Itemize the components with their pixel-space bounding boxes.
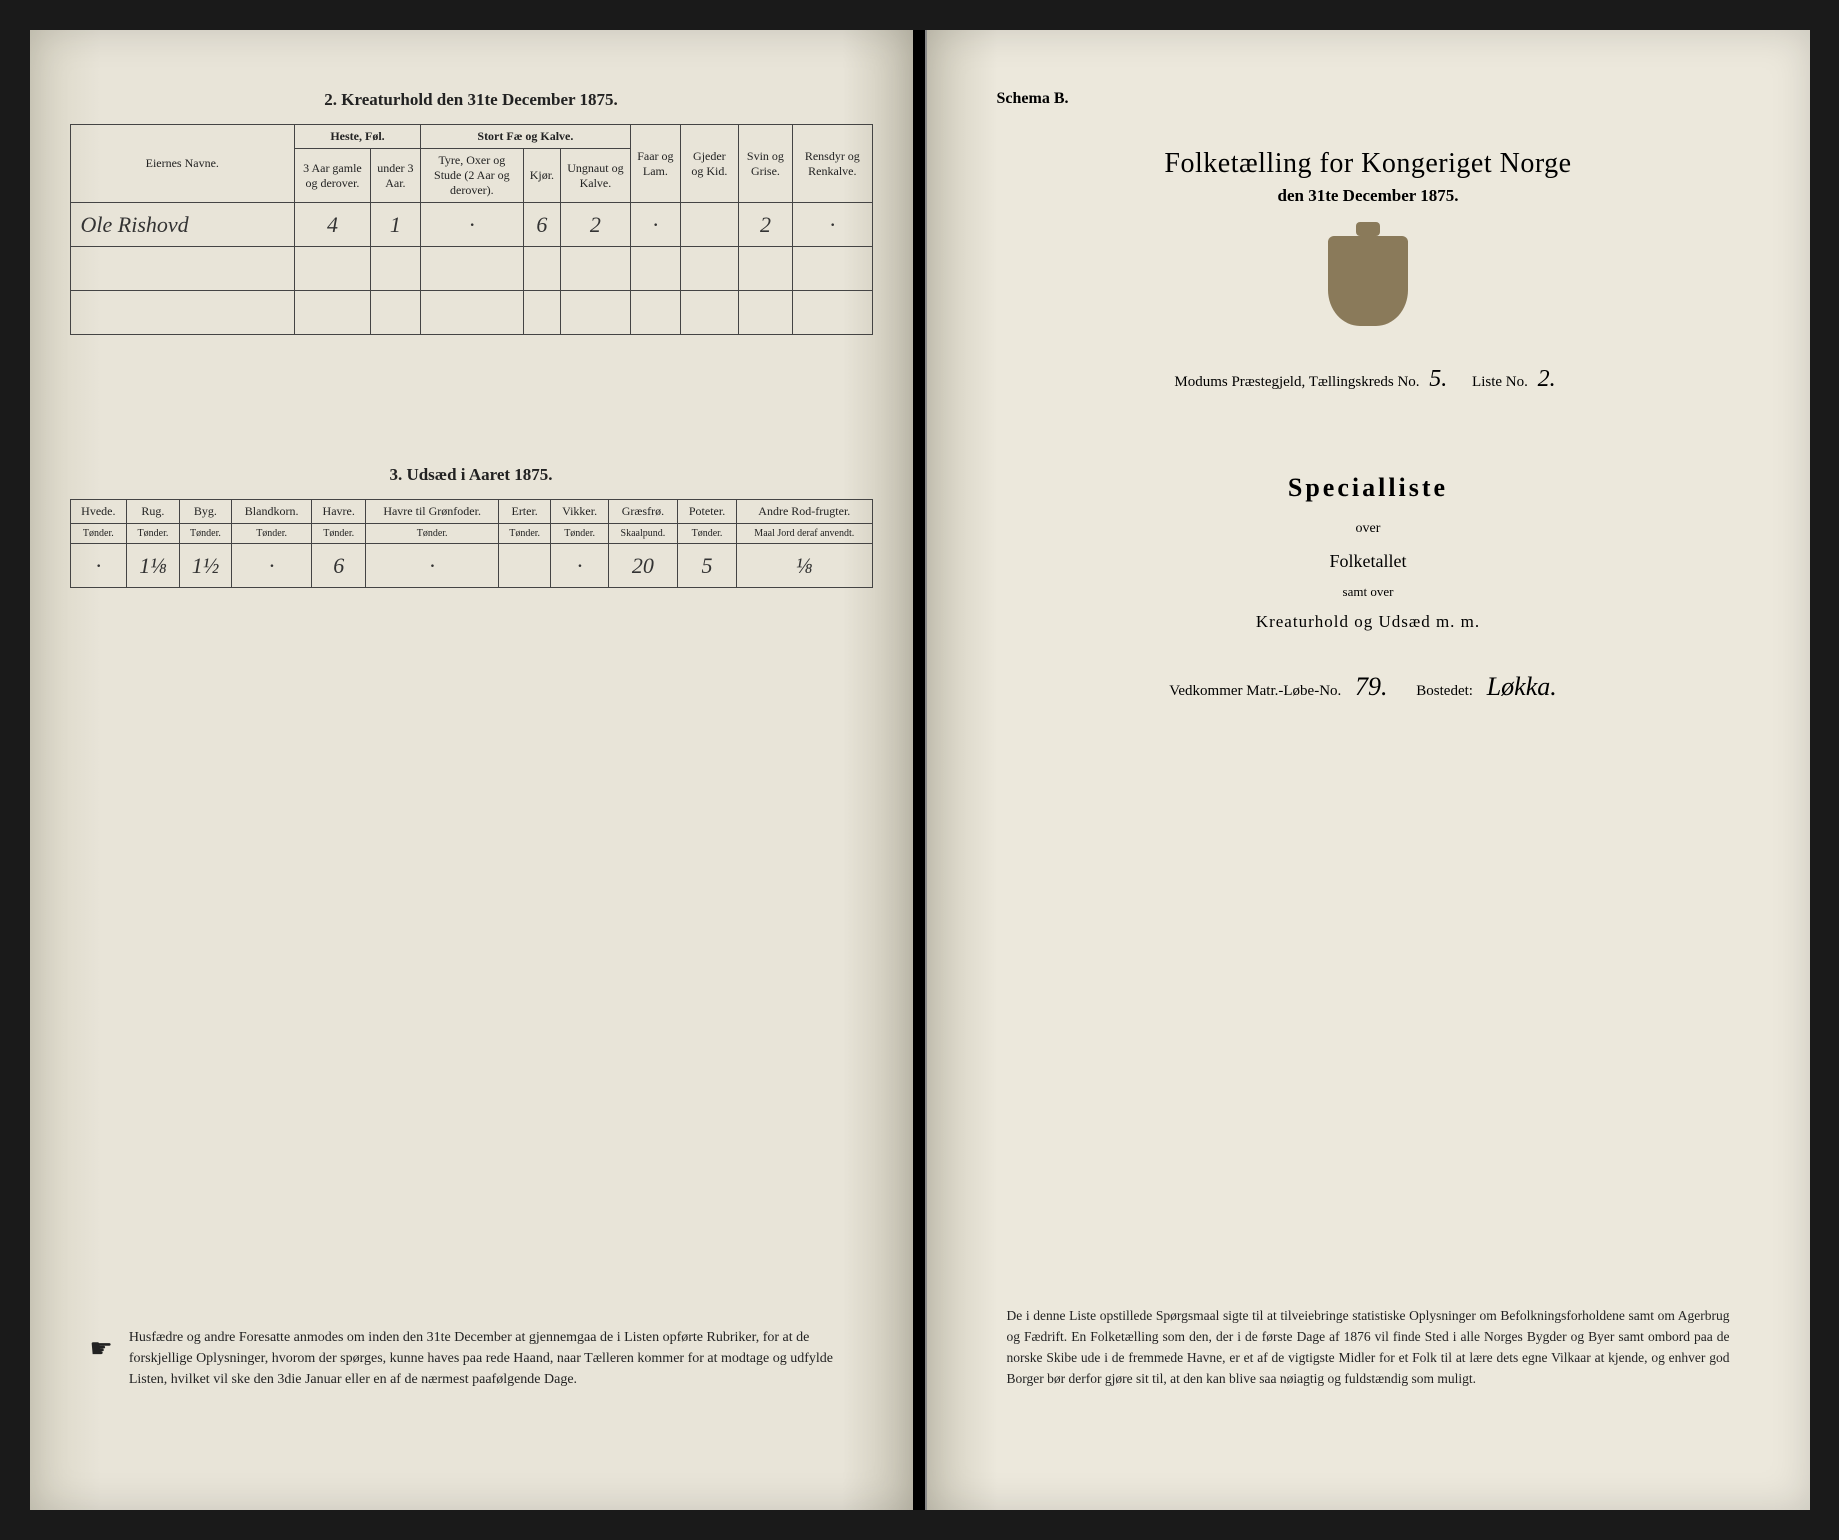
- samt-label: samt over: [967, 584, 1770, 600]
- over-label: over: [967, 521, 1770, 537]
- u: Tønder.: [179, 524, 232, 544]
- col-owner: Eiernes Navne.: [70, 125, 295, 203]
- sub-h5: Ungnaut og Kalve.: [561, 149, 631, 203]
- matr-no: 79.: [1355, 672, 1388, 701]
- table-row: · 1⅛ 1½ · 6 · · 20 5 ⅛: [70, 544, 872, 588]
- u: Tønder.: [127, 524, 180, 544]
- pointing-hand-icon: ☛: [90, 1329, 113, 1390]
- col-horses: Heste, Føl.: [295, 125, 421, 149]
- u: Maal Jord deraf anvendt.: [737, 524, 872, 544]
- col-pigs: Svin og Grise.: [738, 125, 792, 203]
- table2-title: 2. Kreaturhold den 31te December 1875.: [70, 90, 873, 110]
- u: Skaalpund.: [608, 524, 677, 544]
- h: Andre Rod-frugter.: [737, 500, 872, 524]
- cell: 2: [561, 203, 631, 247]
- seed-table: Hvede. Rug. Byg. Blandkorn. Havre. Havre…: [70, 499, 873, 588]
- right-footnote: De i denne Liste opstillede Spørgsmaal s…: [1007, 1306, 1730, 1390]
- specialliste: Specialliste: [967, 473, 1770, 503]
- cell: ⅛: [737, 544, 872, 588]
- sub-h3: Tyre, Oxer og Stude (2 Aar og derover).: [420, 149, 523, 203]
- left-footnote: ☛ Husfædre og andre Foresatte anmodes om…: [90, 1327, 853, 1390]
- u: Tønder.: [312, 524, 366, 544]
- schema-label: Schema B.: [997, 90, 1770, 108]
- coat-of-arms-icon: [1328, 236, 1408, 326]
- cell: 2: [738, 203, 792, 247]
- h: Havre.: [312, 500, 366, 524]
- table-row: Ole Rishovd 4 1 · 6 2 · 2 ·: [70, 203, 872, 247]
- h: Hvede.: [70, 500, 127, 524]
- cell: ·: [630, 203, 680, 247]
- cell: 5: [677, 544, 736, 588]
- cell: [680, 203, 738, 247]
- h: Rug.: [127, 500, 180, 524]
- u: Tønder.: [366, 524, 499, 544]
- footnote-text: Husfædre og andre Foresatte anmodes om i…: [129, 1327, 853, 1390]
- h: Havre til Grønfoder.: [366, 500, 499, 524]
- u: Tønder.: [677, 524, 736, 544]
- u: Tønder.: [232, 524, 312, 544]
- vedkommer-line: Vedkommer Matr.-Løbe-No. 79. Bostedet: L…: [967, 672, 1770, 702]
- kreatur-label: Kreaturhold og Udsæd m. m.: [967, 612, 1770, 632]
- kreds-no: 5.: [1429, 366, 1447, 392]
- u: Tønder.: [551, 524, 608, 544]
- u: Tønder.: [70, 524, 127, 544]
- col-goats: Gjeder og Kid.: [680, 125, 738, 203]
- cell: ·: [70, 544, 127, 588]
- cell: ·: [420, 203, 523, 247]
- cell: 4: [295, 203, 371, 247]
- liste-no: 2.: [1538, 366, 1556, 392]
- livestock-table: Eiernes Navne. Heste, Føl. Stort Fæ og K…: [70, 124, 873, 335]
- cell: 20: [608, 544, 677, 588]
- cell: ·: [232, 544, 312, 588]
- h: Græsfrø.: [608, 500, 677, 524]
- sub-h2: under 3 Aar.: [370, 149, 420, 203]
- left-page: 2. Kreaturhold den 31te December 1875. E…: [30, 30, 913, 1510]
- census-date: den 31te December 1875.: [967, 186, 1770, 206]
- table3-title: 3. Udsæd i Aaret 1875.: [70, 465, 873, 485]
- cell: ·: [793, 203, 872, 247]
- right-page: Schema B. Folketælling for Kongeriget No…: [925, 30, 1810, 1510]
- bosted-label: Bostedet:: [1416, 683, 1473, 699]
- col-sheep: Faar og Lam.: [630, 125, 680, 203]
- h: Vikker.: [551, 500, 608, 524]
- cell: 1½: [179, 544, 232, 588]
- folketallet: Folketallet: [967, 551, 1770, 572]
- h: Byg.: [179, 500, 232, 524]
- census-title: Folketælling for Kongeriget Norge: [967, 148, 1770, 180]
- h: Erter.: [498, 500, 551, 524]
- table-row: [70, 247, 872, 291]
- sub-h4: Kjør.: [523, 149, 560, 203]
- u: Tønder.: [498, 524, 551, 544]
- cell: ·: [551, 544, 608, 588]
- cell: 1: [370, 203, 420, 247]
- h: Poteter.: [677, 500, 736, 524]
- cell: 6: [312, 544, 366, 588]
- sub-h1: 3 Aar gamle og derover.: [295, 149, 371, 203]
- cell: ·: [366, 544, 499, 588]
- owner-name: Ole Rishovd: [70, 203, 295, 247]
- bosted-value: Løkka.: [1487, 672, 1557, 701]
- col-cattle: Stort Fæ og Kalve.: [420, 125, 630, 149]
- cell: 1⅛: [127, 544, 180, 588]
- matr-label: Vedkommer Matr.-Løbe-No.: [1169, 683, 1341, 699]
- parish-label: Modums Præstegjeld, Tællingskreds No.: [1174, 374, 1419, 390]
- census-document: 2. Kreaturhold den 31te December 1875. E…: [30, 30, 1810, 1510]
- cell: 6: [523, 203, 560, 247]
- meta-line: Modums Præstegjeld, Tællingskreds No. 5.…: [967, 366, 1770, 393]
- col-reindeer: Rensdyr og Renkalve.: [793, 125, 872, 203]
- table-row: [70, 291, 872, 335]
- liste-label: Liste No.: [1472, 374, 1528, 390]
- cell: [498, 544, 551, 588]
- h: Blandkorn.: [232, 500, 312, 524]
